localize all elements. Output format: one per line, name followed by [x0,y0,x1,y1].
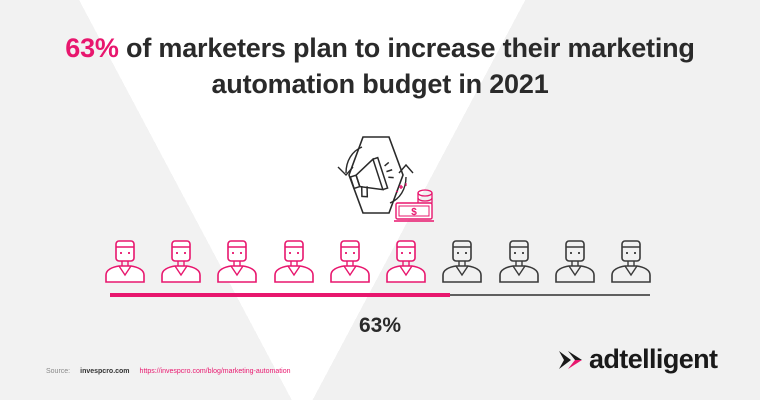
brand-name: adtelligent [589,344,718,374]
source-line: Source: invespcro.com https://invespcro.… [46,368,291,375]
brand-logo: adtelligent [558,344,718,375]
source-link[interactable]: https://invespcro.com/blog/marketing-aut… [139,368,291,375]
person-icon [159,237,203,283]
adtelligent-logo-icon [559,350,582,369]
percentage-label: 63% [358,314,402,337]
megaphone-cycle-icon: $ [326,133,438,230]
money-stack-icon: $ [394,183,434,222]
progress-fill [110,293,450,297]
person-icon [497,237,541,283]
person-icon [609,237,653,283]
person-icon [103,237,147,283]
source-site: invespcro.com [80,368,130,375]
headline-line-1-rest: of marketers plan to increase their mark… [118,33,695,63]
person-icon [553,237,597,283]
svg-text:$: $ [411,207,417,218]
headline-line-1: 63% of marketers plan to increase their … [20,30,740,66]
person-icon [215,237,259,283]
person-icon [272,237,316,283]
headline: 63% of marketers plan to increase their … [20,30,740,102]
people-row [103,237,653,287]
headline-line-2: automation budget in 2021 [211,69,549,99]
person-icon [328,237,372,283]
headline-highlight: 63% [65,33,119,63]
source-label: Source: [46,368,71,375]
person-icon [384,237,428,283]
person-icon [440,237,484,283]
